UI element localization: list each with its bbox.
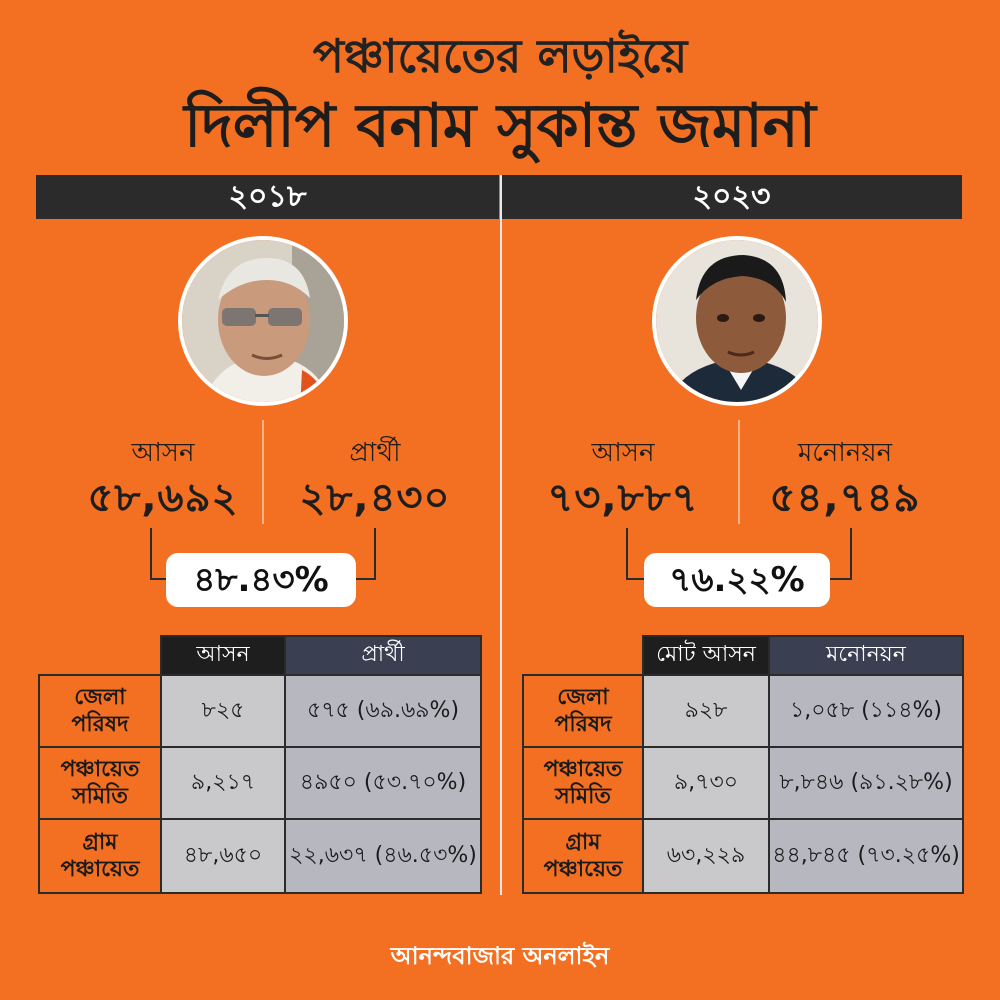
seat-cell: ৯,৭৩০ xyxy=(642,746,770,820)
seat-cell: ৪৮,৬৫০ xyxy=(160,818,286,894)
left-table-header-seats: আসন xyxy=(160,635,286,676)
row-label: জেলা পরিষদ xyxy=(38,674,162,748)
right-seat-value: ৭৩,৮৮৭ xyxy=(547,475,699,521)
row-label: পঞ্চায়েত সমিতি xyxy=(38,746,162,820)
left-candidate-label: প্রার্থী xyxy=(349,438,401,468)
table-row: গ্রাম পঞ্চায়েত ৪৮,৬৫০ ২২,৬৩৭ (৪৬.৫৩%) xyxy=(38,818,482,894)
left-table-header-candidates: প্রার্থী xyxy=(284,635,482,676)
left-candidate-value: ২৮,৪৩০ xyxy=(299,475,451,521)
nomination-cell: ৮,৮৪৬ (৯১.২৮%) xyxy=(768,746,964,820)
candidate-cell: ৫৭৫ (৬৯.৬৯%) xyxy=(284,674,482,748)
candidate-cell: ৪৯৫০ (৫৩.৭০%) xyxy=(284,746,482,820)
left-table-corner xyxy=(39,636,161,675)
seat-cell: ৮২৫ xyxy=(160,674,286,748)
table-row: গ্রাম পঞ্চায়েত ৬৩,২২৯ ৪৪,৮৪৫ (৭৩.২৫%) xyxy=(522,818,964,894)
right-table-header-total-seats: মোট আসন xyxy=(642,635,770,676)
person-photo-right xyxy=(652,236,822,406)
year-bar-left: ২০১৮ xyxy=(36,175,499,219)
right-stat-separator xyxy=(738,420,740,524)
right-seat-label: আসন xyxy=(591,438,655,468)
row-label: পঞ্চায়েত সমিতি xyxy=(522,746,644,820)
table-row: পঞ্চায়েত সমিতি ৯,২১৭ ৪৯৫০ (৫৩.৭০%) xyxy=(38,746,482,820)
row-label: গ্রাম পঞ্চায়েত xyxy=(522,818,644,894)
headline-top: পঞ্চায়েতের লড়াইয়ে xyxy=(312,29,688,83)
left-seat-value: ৫৮,৬৯২ xyxy=(87,475,239,521)
brand-logo-text: আনন্দবাজার অনলাইন xyxy=(390,942,610,970)
table-row: পঞ্চায়েত সমিতি ৯,৭৩০ ৮,৮৪৬ (৯১.২৮%) xyxy=(522,746,964,820)
right-table: মোট আসন মনোনয়ন জেলা পরিষদ ৯২৮ ১,০৫৮ (১১৪… xyxy=(522,635,964,894)
row-label: গ্রাম পঞ্চায়েত xyxy=(38,818,162,894)
right-nomination-value: ৫৪,৭৪৯ xyxy=(769,475,921,521)
row-label: জেলা পরিষদ xyxy=(522,674,644,748)
right-percent-pill: ৭৬.২২% xyxy=(644,553,830,607)
left-percent-pill: ৪৮.৪৩% xyxy=(166,553,356,607)
table-row: জেলা পরিষদ ৮২৫ ৫৭৫ (৬৯.৬৯%) xyxy=(38,674,482,748)
center-divider xyxy=(500,175,502,895)
year-bar-right: ২০২৩ xyxy=(501,175,962,219)
left-seat-label: আসন xyxy=(131,438,195,468)
nomination-cell: ৪৪,৮৪৫ (৭৩.২৫%) xyxy=(768,818,964,894)
seat-cell: ৬৩,২২৯ xyxy=(642,818,770,894)
right-nomination-label: মনোনয়ন xyxy=(797,438,893,468)
seat-cell: ৯,২১৭ xyxy=(160,746,286,820)
left-table: আসন প্রার্থী জেলা পরিষদ ৮২৫ ৫৭৫ (৬৯.৬৯%) … xyxy=(38,635,482,894)
candidate-cell: ২২,৬৩৭ (৪৬.৫৩%) xyxy=(284,818,482,894)
right-table-header-nominations: মনোনয়ন xyxy=(768,635,964,676)
right-table-corner xyxy=(523,636,643,675)
person-photo-left xyxy=(178,236,348,406)
table-row: জেলা পরিষদ ৯২৮ ১,০৫৮ (১১৪%) xyxy=(522,674,964,748)
nomination-cell: ১,০৫৮ (১১৪%) xyxy=(768,674,964,748)
left-stat-separator xyxy=(262,420,264,524)
seat-cell: ৯২৮ xyxy=(642,674,770,748)
headline-main: দিলীপ বনাম সুকান্ত জমানা xyxy=(184,91,816,161)
